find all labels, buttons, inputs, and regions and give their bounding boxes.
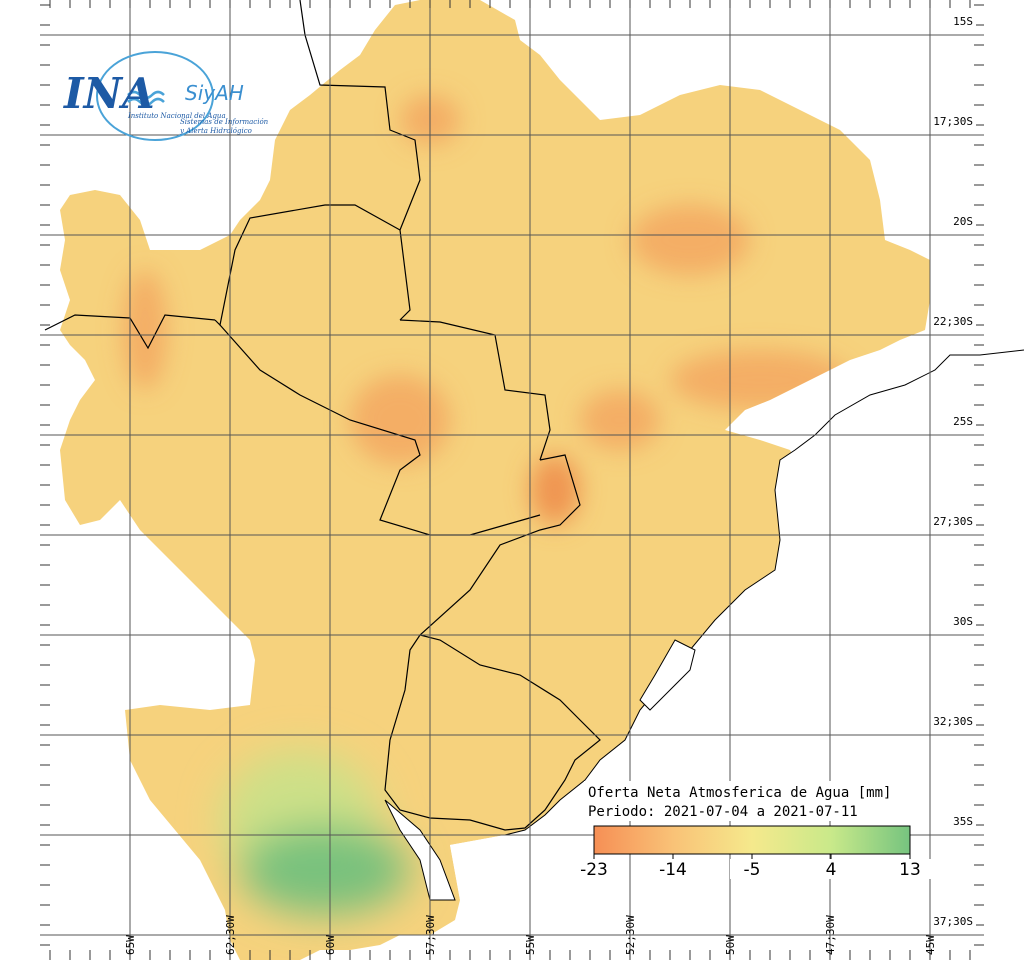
lon-label: 57;30W [424, 915, 437, 955]
lat-label: 35S [953, 815, 973, 828]
lat-label: 22;30S [933, 315, 973, 328]
lat-label: 30S [953, 615, 973, 628]
border-uruguay [384, 634, 601, 831]
colorbar-label-bg [809, 859, 853, 879]
colorbar-label-bg [888, 859, 932, 879]
lon-label: 52;30W [624, 915, 637, 955]
longitude-labels: 65W 62;30W 60W 57;30W 55W 52;30W 50W 47;30W 45W [124, 915, 937, 955]
lat-label: 20S [953, 215, 973, 228]
lon-label: 47;30W [824, 915, 837, 955]
dry-blob-goias [630, 205, 750, 275]
lat-label: 27;30S [933, 515, 973, 528]
legend-title-line2: Periodo: 2021-07-04 a 2021-07-11 [588, 804, 858, 820]
lagoa-dos-patos [639, 639, 696, 711]
lat-label-bg [940, 416, 976, 428]
colorbar [593, 825, 911, 855]
dry-blob-bolivia [123, 270, 167, 390]
lat-label: 25S [953, 415, 973, 428]
border-misiones [419, 454, 581, 636]
logo-system-line1: Sistemas de Información [180, 118, 269, 126]
lat-label: 37;30S [933, 915, 973, 928]
lat-label-bg [940, 916, 976, 928]
lat-label-bg [940, 516, 976, 528]
graticule [40, 0, 984, 960]
logo-ina-text: INA [63, 69, 155, 118]
colorbar-label-bg [730, 859, 774, 879]
lon-label: 60W [324, 935, 337, 955]
legend-title-bg [584, 781, 920, 821]
logo-wave-icon [127, 90, 165, 107]
colorbar-label-bg [651, 859, 695, 879]
lon-label: 65W [124, 935, 137, 955]
colorbar-tick-label: 13 [899, 860, 921, 880]
dry-blob-misiones [530, 455, 580, 525]
wet-blob-south-strong [240, 825, 410, 915]
latitude-labels: 15S 17;30S 20S 22;30S 25S 27;30S 30S 32;30S 35S 3… [933, 15, 976, 928]
lat-label-bg [940, 216, 976, 228]
wet-anomalies [220, 750, 410, 915]
dry-blob-coast [670, 350, 850, 410]
axis-ticks [40, 0, 984, 960]
coastline [504, 349, 1024, 836]
lon-label: 45W [924, 935, 937, 955]
legend: Oferta Neta Atmosferica de Agua [mm] Per… [572, 781, 932, 880]
lat-label-bg [940, 116, 976, 128]
lon-label: 50W [724, 935, 737, 955]
lat-label: 15S [953, 15, 973, 28]
border-paraguay-brazil [399, 319, 551, 461]
lat-label: 17;30S [933, 115, 973, 128]
logo-swoosh [96, 51, 214, 141]
lat-label-bg [940, 16, 976, 28]
lat-label-bg [940, 616, 976, 628]
lat-label-bg [940, 316, 976, 328]
colorbar-tick-label: -5 [744, 860, 761, 880]
dry-blob-center [580, 390, 660, 450]
colorbar-ticks: -23 -14 -5 4 13 [572, 854, 932, 880]
logo-org-text: Instituto Nacional del Agua [127, 112, 226, 120]
lat-label-bg [940, 816, 976, 828]
colorbar-tick-label: -14 [659, 860, 687, 880]
legend-title-line1: Oferta Neta Atmosferica de Agua [mm] [588, 785, 891, 801]
lon-label: 55W [524, 935, 537, 955]
ina-siyah-logo: INA SiyAH Instituto Nacional del Agua Si… [63, 51, 269, 141]
lat-label: 32;30S [933, 715, 973, 728]
border-bolivia-chile [44, 314, 216, 350]
colorbar-tick-label: 4 [826, 860, 837, 880]
lat-label-bg [940, 716, 976, 728]
colorbar-tick-label: -23 [580, 860, 608, 880]
dry-blob-paraguay [350, 375, 450, 465]
logo-siyah-text: SiyAH [185, 81, 244, 105]
colorbar-label-bg [572, 859, 616, 879]
logo-system-line2: y Alerta Hidrológico [179, 127, 252, 135]
lon-label: 62;30W [224, 915, 237, 955]
